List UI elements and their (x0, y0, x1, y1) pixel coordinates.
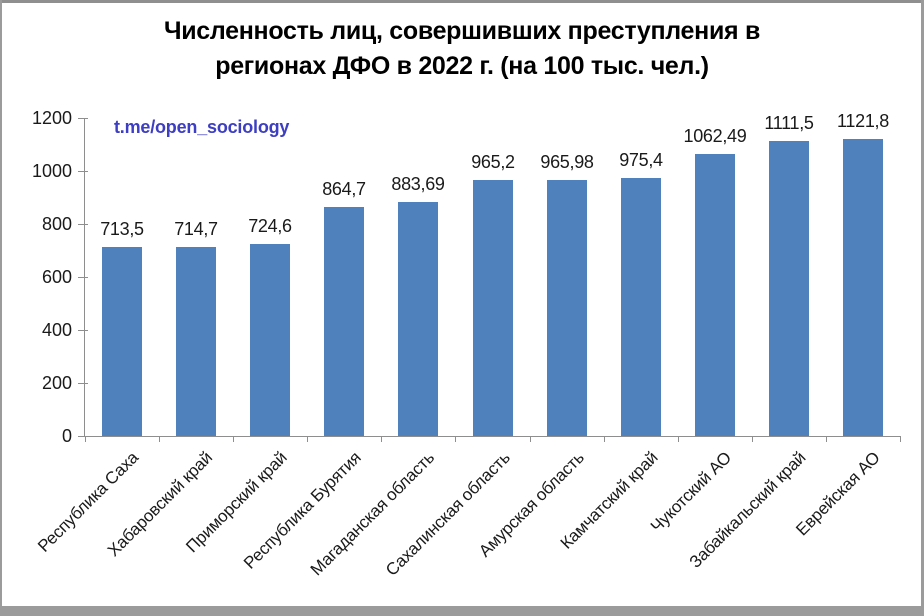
bar (324, 207, 364, 436)
x-axis-tick-mark (530, 436, 531, 442)
x-axis-tick-mark (159, 436, 160, 442)
y-axis-tick-mark (78, 383, 88, 384)
bar (547, 180, 587, 436)
bar (769, 141, 809, 436)
x-axis-line (84, 436, 900, 437)
y-axis-tick-mark (78, 436, 88, 437)
y-axis-tick-mark (78, 118, 88, 119)
x-axis-tick-mark (85, 436, 86, 442)
chart-title-line-2: регионах ДФО в 2022 г. (на 100 тыс. чел.… (215, 52, 709, 80)
bar (102, 247, 142, 436)
window-border-right (921, 0, 924, 616)
y-axis-tick-mark (78, 171, 88, 172)
chart-title-line-1: Численность лиц, совершивших преступлени… (163, 17, 761, 45)
y-axis-tick-label: 1000 (31, 161, 72, 181)
x-axis-tick-mark (752, 436, 753, 442)
y-axis-tick-label: 400 (41, 320, 72, 340)
y-axis-tick-label: 1200 (31, 108, 72, 128)
bar-value-label: 713,5 (100, 219, 144, 239)
bar-value-label: 714,7 (174, 219, 218, 239)
bar (843, 139, 883, 436)
bar-value-label: 864,7 (322, 179, 366, 199)
bar-value-label: 965,2 (471, 152, 515, 172)
x-axis-tick-mark (900, 436, 901, 442)
x-axis-tick-mark (604, 436, 605, 442)
bar-value-label: 1062,49 (683, 126, 747, 146)
y-axis-tick-label: 600 (41, 267, 72, 287)
y-axis-tick-label: 0 (61, 426, 72, 446)
bar (250, 244, 290, 436)
x-axis-tick-mark (678, 436, 679, 442)
y-axis-tick-label: 200 (41, 373, 72, 393)
bar-value-label: 883,69 (391, 174, 445, 194)
bar (695, 154, 735, 436)
window-border-left (0, 0, 2, 616)
watermark-label: t.me/open_sociology (114, 117, 290, 137)
bar (473, 180, 513, 436)
window-border-bottom (0, 606, 924, 616)
x-axis-tick-mark (455, 436, 456, 442)
bar (621, 178, 661, 436)
x-axis-category-label: Сахалинская область (381, 448, 514, 580)
x-axis-category-label: Магаданская область (307, 448, 439, 580)
x-axis-tick-mark (381, 436, 382, 442)
bar-value-label: 724,6 (248, 216, 292, 236)
window-border-top (0, 0, 924, 3)
chart-title: Численность лиц, совершивших преступлени… (0, 14, 924, 84)
y-axis-tick-mark (78, 330, 88, 331)
bar-value-label: 1121,8 (837, 111, 889, 131)
y-axis-tick-label: 800 (41, 214, 72, 234)
x-axis-tick-mark (307, 436, 308, 442)
y-axis-tick-mark (78, 224, 88, 225)
bar-value-label: 1111,5 (764, 113, 814, 133)
x-axis-tick-mark (233, 436, 234, 442)
bar (176, 247, 216, 436)
y-axis-tick-mark (78, 277, 88, 278)
bar-value-label: 965,98 (540, 152, 594, 172)
x-axis-tick-mark (826, 436, 827, 442)
bar-value-label: 975,4 (619, 150, 663, 170)
bar (398, 202, 438, 436)
